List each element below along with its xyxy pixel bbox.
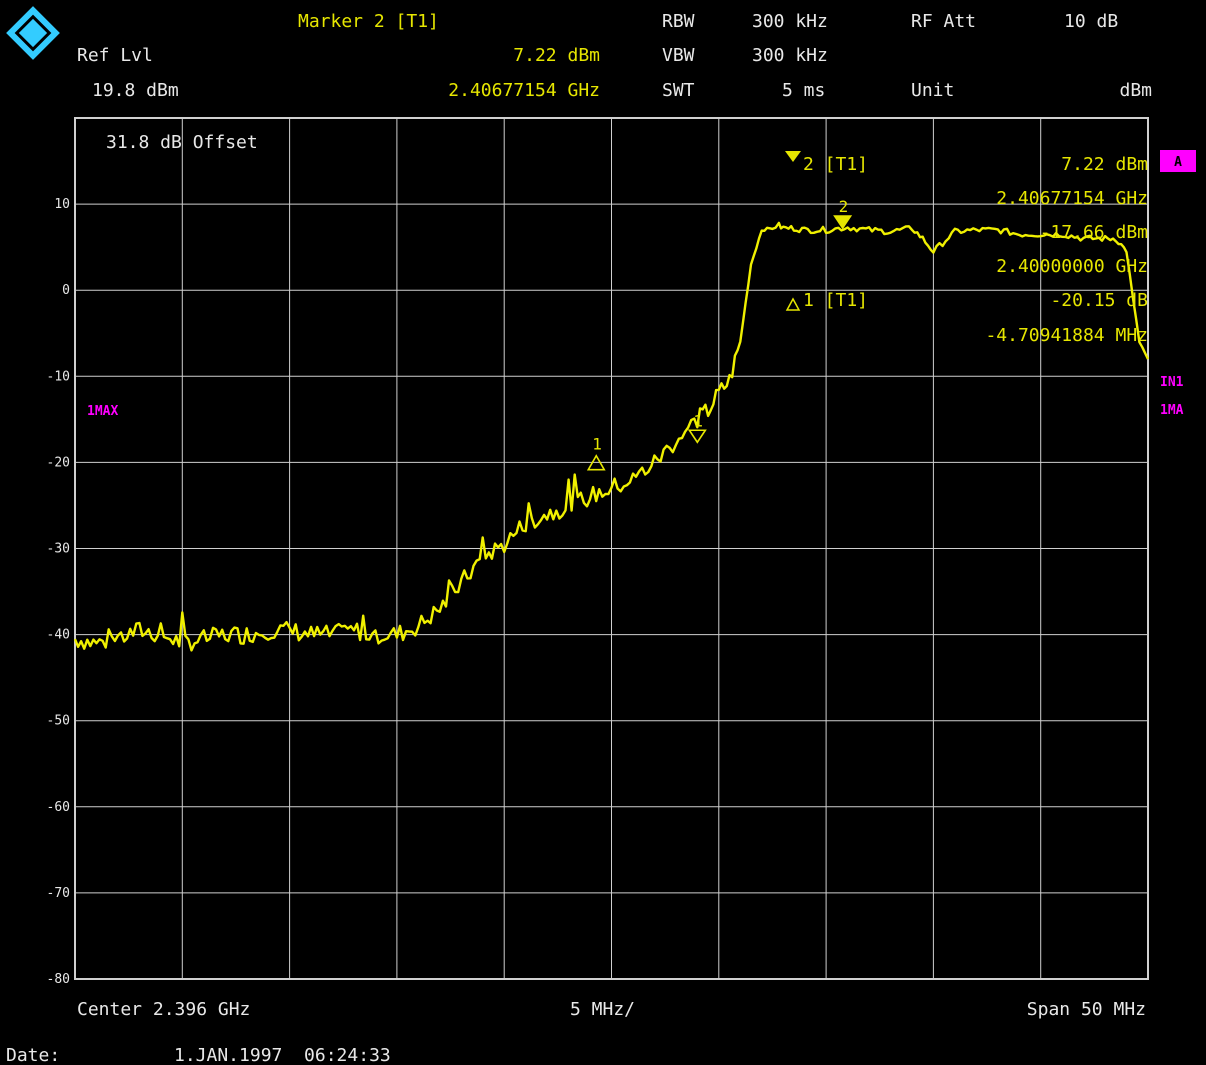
marker1-info-level: -17.66 dBm xyxy=(1040,222,1148,243)
plot-grid xyxy=(74,117,1149,980)
side-in1-label: IN1 xyxy=(1160,375,1184,390)
vbw-value: 300 kHz xyxy=(752,45,828,66)
marker-header-label: Marker 2 [T1] xyxy=(298,11,439,32)
span-label: Span 50 MHz xyxy=(1027,999,1146,1020)
vbw-label: VBW xyxy=(662,45,695,66)
marker-2-number: 2 xyxy=(839,197,849,216)
swt-value: 5 ms xyxy=(782,80,825,101)
rohde-schwarz-logo-icon xyxy=(6,6,60,60)
rbw-label: RBW xyxy=(662,11,695,32)
marker1-info-frequency: 2.40000000 GHz xyxy=(996,256,1148,277)
center-frequency-label: Center 2.396 GHz xyxy=(77,999,250,1020)
unit-value: dBm xyxy=(1119,80,1152,101)
y-tick-label: 10 xyxy=(54,197,70,212)
rbw-value: 300 kHz xyxy=(752,11,828,32)
y-tick-label: -10 xyxy=(47,369,70,384)
per-division-label: 5 MHz/ xyxy=(570,999,635,1020)
y-tick-label: -40 xyxy=(47,628,70,643)
y-tick-label: -20 xyxy=(47,455,70,470)
y-tick-label: -70 xyxy=(47,886,70,901)
delta1-triangle-icon xyxy=(785,297,801,311)
y-tick-label: 0 xyxy=(62,283,70,298)
marker2-info-level: 7.22 dBm xyxy=(1061,154,1148,175)
unit-label: Unit xyxy=(911,80,954,101)
marker-frequency-readout: 2.40677154 GHz xyxy=(448,80,600,101)
marker-1-number: 1 xyxy=(693,411,703,430)
marker2-filled-triangle-icon xyxy=(785,151,801,162)
date-label: Date: xyxy=(6,1045,60,1065)
side-1ma-label: 1MA xyxy=(1160,403,1184,418)
y-tick-label: -30 xyxy=(47,542,70,557)
marker-info-box: 2 [T1] 7.22 dBm 2.40677154 GHz -17.66 dB… xyxy=(785,151,1148,346)
marker-symbols: 2 1 1 xyxy=(586,197,853,471)
trace-a-badge-label: A xyxy=(1174,155,1182,170)
y-tick-label: -80 xyxy=(47,972,70,987)
date-value: 1.JAN.1997 06:24:33 xyxy=(174,1045,391,1065)
delta1-info-frequency: -4.70941884 MHz xyxy=(985,325,1148,346)
marker2-info-frequency: 2.40677154 GHz xyxy=(996,188,1148,209)
trace-label-1max: 1MAX xyxy=(87,404,118,419)
y-tick-label: -60 xyxy=(47,800,70,815)
marker-delta-1-number: 1 xyxy=(592,435,602,454)
marker-1-symbol xyxy=(687,429,707,444)
trace-a-badge xyxy=(1160,150,1196,172)
rf-att-label: RF Att xyxy=(911,11,976,32)
y-tick-labels: 10 0 -10 -20 -30 -40 -50 -60 -70 -80 xyxy=(47,197,70,987)
delta1-info-label: 1 [T1] xyxy=(803,290,868,311)
delta1-info-level: -20.15 dB xyxy=(1050,290,1148,311)
y-tick-label: -50 xyxy=(47,714,70,729)
trace-1max-line xyxy=(73,221,1150,652)
marker-2-symbol xyxy=(833,215,853,230)
swt-label: SWT xyxy=(662,80,695,101)
marker2-info-label: 2 [T1] xyxy=(803,154,868,175)
rf-att-value: 10 dB xyxy=(1064,11,1118,32)
marker-level-readout: 7.22 dBm xyxy=(513,45,600,66)
marker-delta-1-symbol xyxy=(586,454,606,471)
offset-text: 31.8 dB Offset xyxy=(106,132,258,153)
ref-lvl-label: Ref Lvl xyxy=(77,45,153,66)
ref-lvl-value: 19.8 dBm xyxy=(92,80,179,101)
